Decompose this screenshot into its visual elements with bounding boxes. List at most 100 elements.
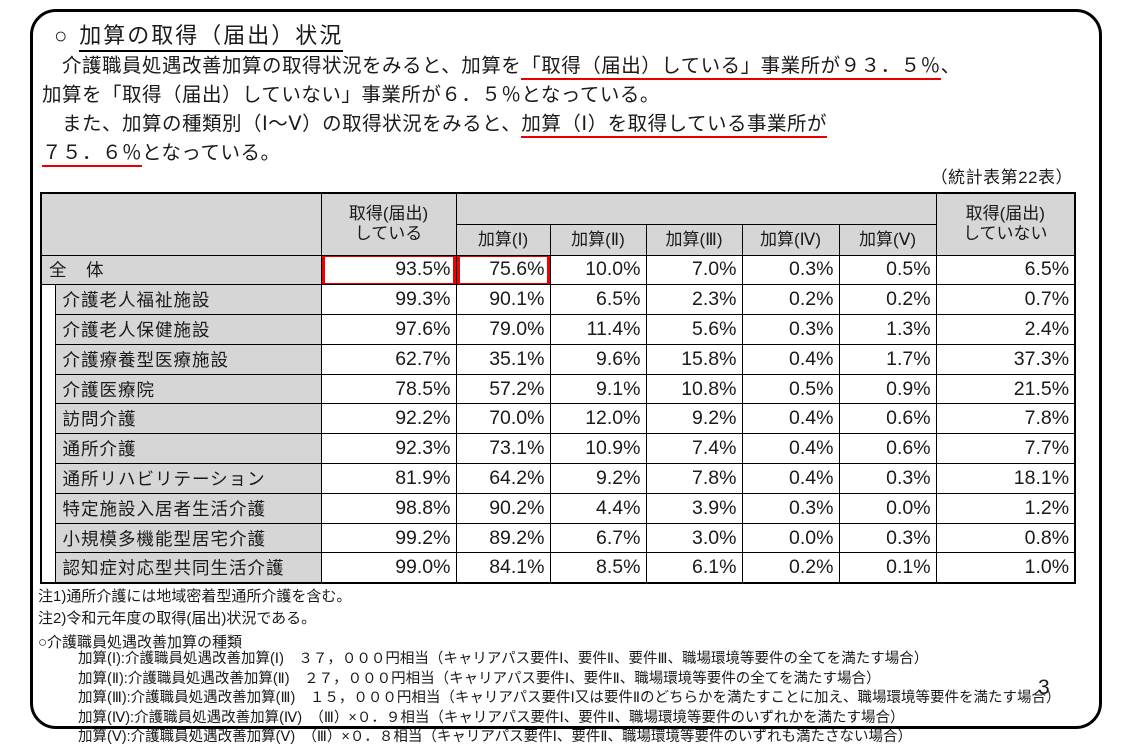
- cell-kasan4: 0.2%: [741, 284, 840, 316]
- row-label: 介護老人保健施設: [54, 314, 322, 345]
- cell-not-acquired: 18.1%: [935, 463, 1076, 494]
- cell-kasan2: 6.5%: [549, 284, 647, 316]
- cell-kasan1: 84.1%: [455, 552, 551, 584]
- table-row: 介護医療院 78.5% 57.2% 9.1% 10.8% 0.5% 0.9% 2…: [40, 373, 1076, 405]
- row-label: 特定施設入居者生活介護: [54, 492, 322, 524]
- addition-type-2: 加算(Ⅱ):介護職員処遇改善加算(Ⅱ) ２７，０００円相当（キャリアパス要件Ⅰ、…: [78, 670, 881, 687]
- table-row: 認知症対応型共同生活介護 99.0% 84.1% 8.5% 6.1% 0.2% …: [40, 552, 1076, 584]
- addition-type-3: 加算(Ⅲ):介護職員処遇改善加算(Ⅲ) １５，０００円相当（キャリアパス要件Ⅰ又…: [78, 690, 1061, 707]
- table-row-total: 全 体 93.5% 75.6% 10.0% 7.0% 0.3% 0.5% 6.5…: [40, 254, 1076, 286]
- cell-kasan4: 0.0%: [741, 522, 840, 554]
- cell-kasan2: 10.0%: [549, 254, 647, 286]
- intro-line3-pre: また、加算の種類別（Ⅰ～Ⅴ）の取得状況をみると、: [42, 113, 522, 135]
- header-kasan-3: 加算(Ⅲ): [645, 223, 743, 256]
- row-label: 通所介護: [54, 433, 322, 465]
- header-kasan-2: 加算(Ⅱ): [549, 223, 647, 256]
- table-row: 訪問介護 92.2% 70.0% 12.0% 9.2% 0.4% 0.6% 7.…: [40, 403, 1076, 435]
- cell-not-acquired: 6.5%: [935, 254, 1076, 286]
- cell-kasan1-highlighted: 75.6%: [455, 254, 551, 286]
- cell-kasan4: 0.5%: [741, 373, 840, 405]
- row-indent: [40, 314, 56, 345]
- cell-not-acquired: 1.0%: [935, 552, 1076, 584]
- cell-kasan3: 7.0%: [645, 254, 743, 286]
- cell-kasan2: 12.0%: [549, 403, 647, 435]
- header-kasan-1: 加算(Ⅰ): [455, 223, 551, 256]
- cell-kasan4: 0.4%: [741, 433, 840, 465]
- cell-kasan5: 0.9%: [838, 373, 937, 405]
- cell-kasan2: 6.7%: [549, 522, 647, 554]
- row-label: 介護老人福祉施設: [54, 284, 322, 316]
- cell-kasan5: 0.5%: [838, 254, 937, 286]
- table-row: 介護老人保健施設 97.6% 79.0% 11.4% 5.6% 0.3% 1.3…: [40, 314, 1076, 345]
- cell-kasan3: 5.6%: [645, 314, 743, 345]
- cell-acquired-highlighted: 93.5%: [320, 254, 457, 286]
- row-indent: [40, 433, 56, 464]
- cell-kasan2: 10.9%: [549, 433, 647, 465]
- header-corner-cell: [40, 192, 322, 256]
- cell-not-acquired: 21.5%: [935, 373, 1076, 405]
- cell-kasan1: 89.2%: [455, 522, 551, 554]
- page-number: 3: [1038, 676, 1050, 699]
- cell-kasan5: 0.3%: [838, 463, 937, 494]
- cell-acquired: 99.2%: [320, 522, 457, 554]
- row-indent: [40, 493, 56, 524]
- cell-kasan1: 90.2%: [455, 492, 551, 524]
- row-indent: [40, 463, 56, 494]
- cell-not-acquired: 0.7%: [935, 284, 1076, 316]
- cell-kasan2: 4.4%: [549, 492, 647, 524]
- cell-kasan3: 15.8%: [645, 343, 743, 375]
- header-not-acquired: 取得(届出) していない: [935, 192, 1076, 256]
- cell-acquired: 97.6%: [320, 314, 457, 345]
- cell-kasan4: 0.3%: [741, 492, 840, 524]
- row-label: 通所リハビリテーション: [54, 463, 322, 494]
- cell-kasan2: 9.6%: [549, 343, 647, 375]
- cell-kasan1: 64.2%: [455, 463, 551, 494]
- cell-acquired: 99.3%: [320, 284, 457, 316]
- table-row: 小規模多機能型居宅介護 99.2% 89.2% 6.7% 3.0% 0.0% 0…: [40, 522, 1076, 554]
- cell-kasan5: 0.1%: [838, 552, 937, 584]
- cell-kasan1: 35.1%: [455, 343, 551, 375]
- footnotes: 注1)通所介護には地域密着型通所介護を含む。 注2)令和元年度の取得(届出)状況…: [38, 586, 351, 629]
- row-indent: [40, 552, 56, 583]
- cell-acquired: 81.9%: [320, 463, 457, 494]
- table-row: 通所リハビリテーション 81.9% 64.2% 9.2% 7.8% 0.4% 0…: [40, 463, 1076, 494]
- cell-kasan1: 57.2%: [455, 373, 551, 405]
- cell-kasan2: 9.2%: [549, 463, 647, 494]
- addition-types-heading: ○介護職員処遇改善加算の種類: [38, 634, 243, 651]
- intro-paragraph: 介護職員処遇改善加算の取得状況をみると、加算を「取得（届出）している」事業所が９…: [42, 52, 1052, 168]
- cell-kasan1: 70.0%: [455, 403, 551, 435]
- intro-line1-post: 、: [940, 55, 961, 77]
- cell-kasan1: 73.1%: [455, 433, 551, 465]
- header-spacer: [455, 192, 937, 225]
- row-indent: [40, 284, 56, 315]
- cell-kasan3: 7.4%: [645, 433, 743, 465]
- cell-acquired: 92.2%: [320, 403, 457, 435]
- page-title-text: 加算の取得（届出）状況: [79, 23, 344, 52]
- intro-line-4: ７５．６％となっている。: [42, 139, 1052, 168]
- table-row: 通所介護 92.3% 73.1% 10.9% 7.4% 0.4% 0.6% 7.…: [40, 433, 1076, 465]
- footnote-2: 注2)令和元年度の取得(届出)状況である。: [38, 609, 317, 627]
- intro-line-3: また、加算の種類別（Ⅰ～Ⅴ）の取得状況をみると、加算（Ⅰ）を取得している事業所が: [42, 110, 1052, 139]
- intro-line4-post: となっている。: [142, 142, 281, 164]
- cell-kasan2: 11.4%: [549, 314, 647, 345]
- cell-kasan3: 3.0%: [645, 522, 743, 554]
- row-indent: [40, 523, 56, 553]
- row-indent: [40, 344, 56, 375]
- cell-kasan2: 8.5%: [549, 552, 647, 584]
- cell-not-acquired: 2.4%: [935, 314, 1076, 345]
- cell-acquired: 98.8%: [320, 492, 457, 524]
- intro-line-1: 介護職員処遇改善加算の取得状況をみると、加算を「取得（届出）している」事業所が９…: [42, 52, 1052, 81]
- stats-table-reference: （統計表第22表）: [930, 168, 1073, 187]
- cell-kasan1: 90.1%: [455, 284, 551, 316]
- intro-line-2: 加算を「取得（届出）していない」事業所が６．５％となっている。: [42, 84, 660, 106]
- header-kasan-4: 加算(Ⅳ): [741, 223, 840, 256]
- cell-kasan3: 6.1%: [645, 552, 743, 584]
- row-label: 訪問介護: [54, 403, 322, 435]
- addition-types-list: 加算(Ⅰ):介護職員処遇改善加算(Ⅰ) ３７，０００円相当（キャリアパス要件Ⅰ、…: [78, 650, 1060, 748]
- cell-kasan5: 0.0%: [838, 492, 937, 524]
- row-indent: [40, 403, 56, 434]
- cell-acquired: 99.0%: [320, 552, 457, 584]
- cell-kasan4: 0.3%: [741, 254, 840, 286]
- table-row: 介護療養型医療施設 62.7% 35.1% 9.6% 15.8% 0.4% 1.…: [40, 343, 1076, 375]
- cell-kasan1: 79.0%: [455, 314, 551, 345]
